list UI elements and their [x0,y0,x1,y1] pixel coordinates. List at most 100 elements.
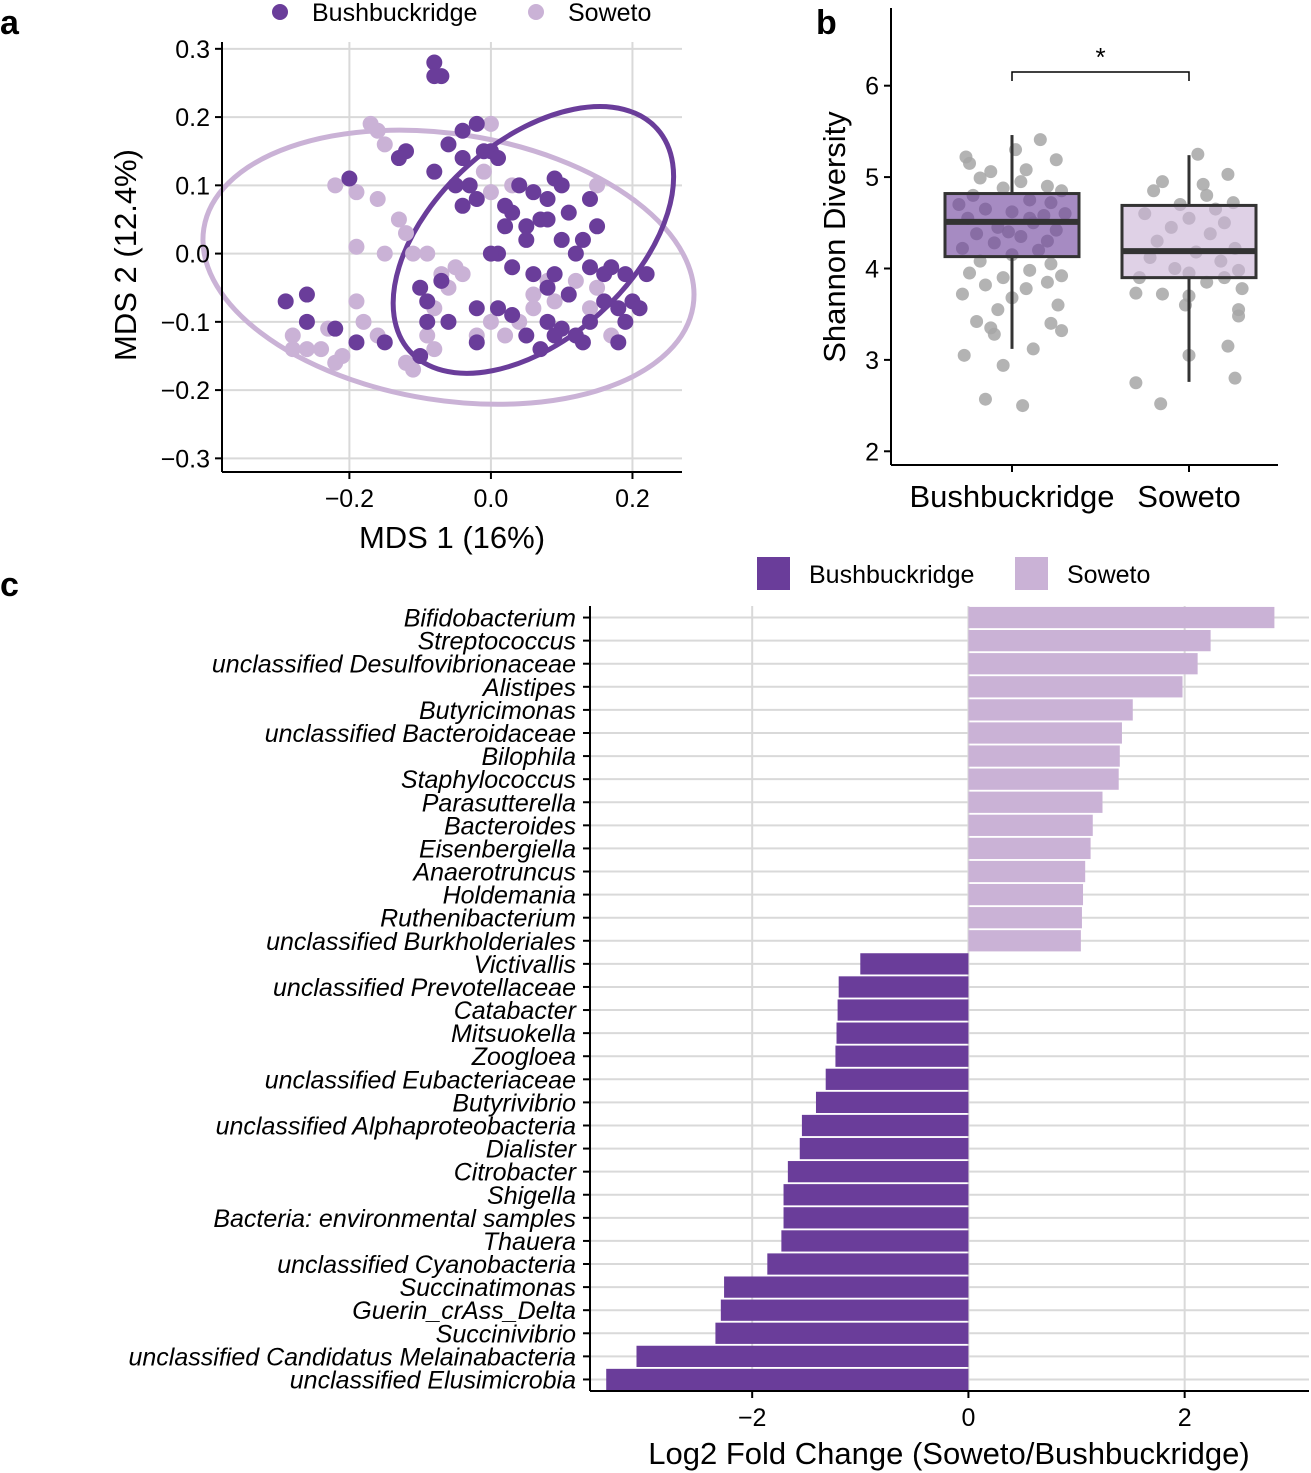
jitter-point-soweto [1232,309,1246,323]
point-soweto [327,177,344,194]
point-soweto [546,293,563,310]
mds-y-tick-label: −0.3 [161,445,210,473]
jitter-point-soweto [1191,147,1205,161]
category-label: Bacteroides [444,812,576,840]
jitter-point-bushbuckridge [1044,316,1058,330]
point-bushbuckridge [468,300,485,317]
point-bushbuckridge [610,334,627,351]
bar-unclassified-cyanobacteria [767,1253,969,1275]
significance-bracket: * [1011,42,1190,81]
jitter-point-soweto [1200,188,1214,202]
point-bushbuckridge [560,204,577,221]
point-bushbuckridge [582,313,598,330]
category-label: unclassified Eubacteriaceae [265,1066,576,1094]
point-bushbuckridge [482,245,499,262]
point-bushbuckridge [539,190,556,207]
fold-change-legend: Bushbuckridge Soweto [757,557,1150,590]
mds-y-tick-label: 0.3 [175,36,210,64]
point-bushbuckridge [490,300,506,317]
mds-y-tick-label: 0.2 [175,104,210,132]
point-bushbuckridge [298,313,315,330]
jitter-point-bushbuckridge [978,392,992,406]
point-bushbuckridge [560,286,577,303]
legend-marker-bushbuckridge [272,4,288,20]
bar-staphylococcus [968,768,1119,790]
jitter-point-bushbuckridge [1044,257,1058,271]
mds-y-tick-label: 0.1 [175,172,210,200]
point-bushbuckridge [419,293,436,310]
point-bushbuckridge [596,293,613,310]
point-soweto [369,190,386,207]
legend-label-bushbuckridge: Bushbuckridge [809,561,974,589]
fold-change-x-axis-label: Log2 Fold Change (Soweto/Bushbuckridge) [648,1436,1249,1471]
point-bushbuckridge [426,68,443,85]
category-label: Mitsuokella [451,1020,576,1048]
point-bushbuckridge [426,54,443,71]
point-soweto [313,341,330,358]
point-bushbuckridge [617,266,634,283]
mds-y-tick-label: 0.0 [175,241,210,269]
significance-bracket-line [1011,71,1190,81]
bar-mitsuokella [836,1022,969,1044]
point-soweto [475,163,492,180]
point-bushbuckridge [539,211,556,228]
point-soweto [482,115,499,132]
bar-bilophila [968,745,1120,767]
point-soweto [369,122,386,139]
point-soweto [447,259,464,276]
diversity-y-axis-label: Shannon Diversity [817,111,852,363]
box-soweto [1120,203,1258,280]
point-bushbuckridge [454,197,471,214]
jitter-point-bushbuckridge [978,278,992,292]
point-bushbuckridge [348,334,365,351]
jitter-point-bushbuckridge [1055,324,1069,338]
jitter-point-bushbuckridge [970,315,984,329]
point-bushbuckridge [539,279,556,296]
jitter-point-soweto [1196,177,1210,191]
shannon-diversity-boxplot: 2 3 4 5 6 Bushbuckridge Soweto * Shannon Diver… [817,8,1278,514]
point-soweto [348,184,365,201]
jitter-point-bushbuckridge [1040,275,1054,289]
mds-legend: Bushbuckridge Soweto [272,0,651,27]
category-label: Alistipes [481,674,576,702]
diversity-x-tick-label: Soweto [1137,479,1240,514]
legend-swatch-bushbuckridge [757,557,790,590]
category-label: Succinatimonas [400,1274,576,1302]
diversity-boxes [943,135,1258,382]
fold-change-x-tick-label: 0 [961,1404,975,1432]
point-soweto [376,136,393,153]
point-bushbuckridge [468,115,485,132]
bar-dialister [799,1137,969,1160]
bar-anaerotruncus [968,860,1086,883]
point-soweto [525,286,542,303]
bar-guerin-crass-delta [720,1299,969,1321]
point-bushbuckridge [440,313,457,330]
category-label: Anaerotruncus [411,859,576,887]
bar-catabacter [837,999,969,1021]
bar-holdemania [968,883,1084,906]
point-soweto [298,341,315,358]
bar-butyrivibrio [815,1091,969,1114]
jitter-point-soweto [1129,376,1143,390]
panel-letter-c: c [0,566,19,604]
jitter-point-soweto [1221,167,1235,181]
diversity-y-tick-label: 3 [865,347,879,375]
category-label: Bifidobacterium [404,605,576,633]
point-bushbuckridge [390,150,407,167]
point-bushbuckridge [539,313,556,330]
bar-unclassified-desulfovibrionaceae [968,653,1198,675]
mds-ellipses [200,104,697,407]
point-soweto [419,245,436,262]
mds-y-tick-label: −0.1 [161,309,210,337]
point-soweto [482,313,499,330]
point-bushbuckridge [610,300,627,317]
mds-axes: −0.2 0.0 0.2 −0.3 −0.2 −0.1 0.0 0.1 0.2 0.3 [161,36,682,513]
category-label: unclassified Alphaproteobacteria [216,1112,577,1140]
bar-succinivibrio [715,1322,969,1344]
bar-parasutterella [968,791,1103,813]
point-bushbuckridge [497,218,514,235]
legend-label-soweto: Soweto [568,0,651,27]
point-bushbuckridge [518,218,535,235]
category-label: unclassified Cyanobacteria [277,1251,576,1279]
